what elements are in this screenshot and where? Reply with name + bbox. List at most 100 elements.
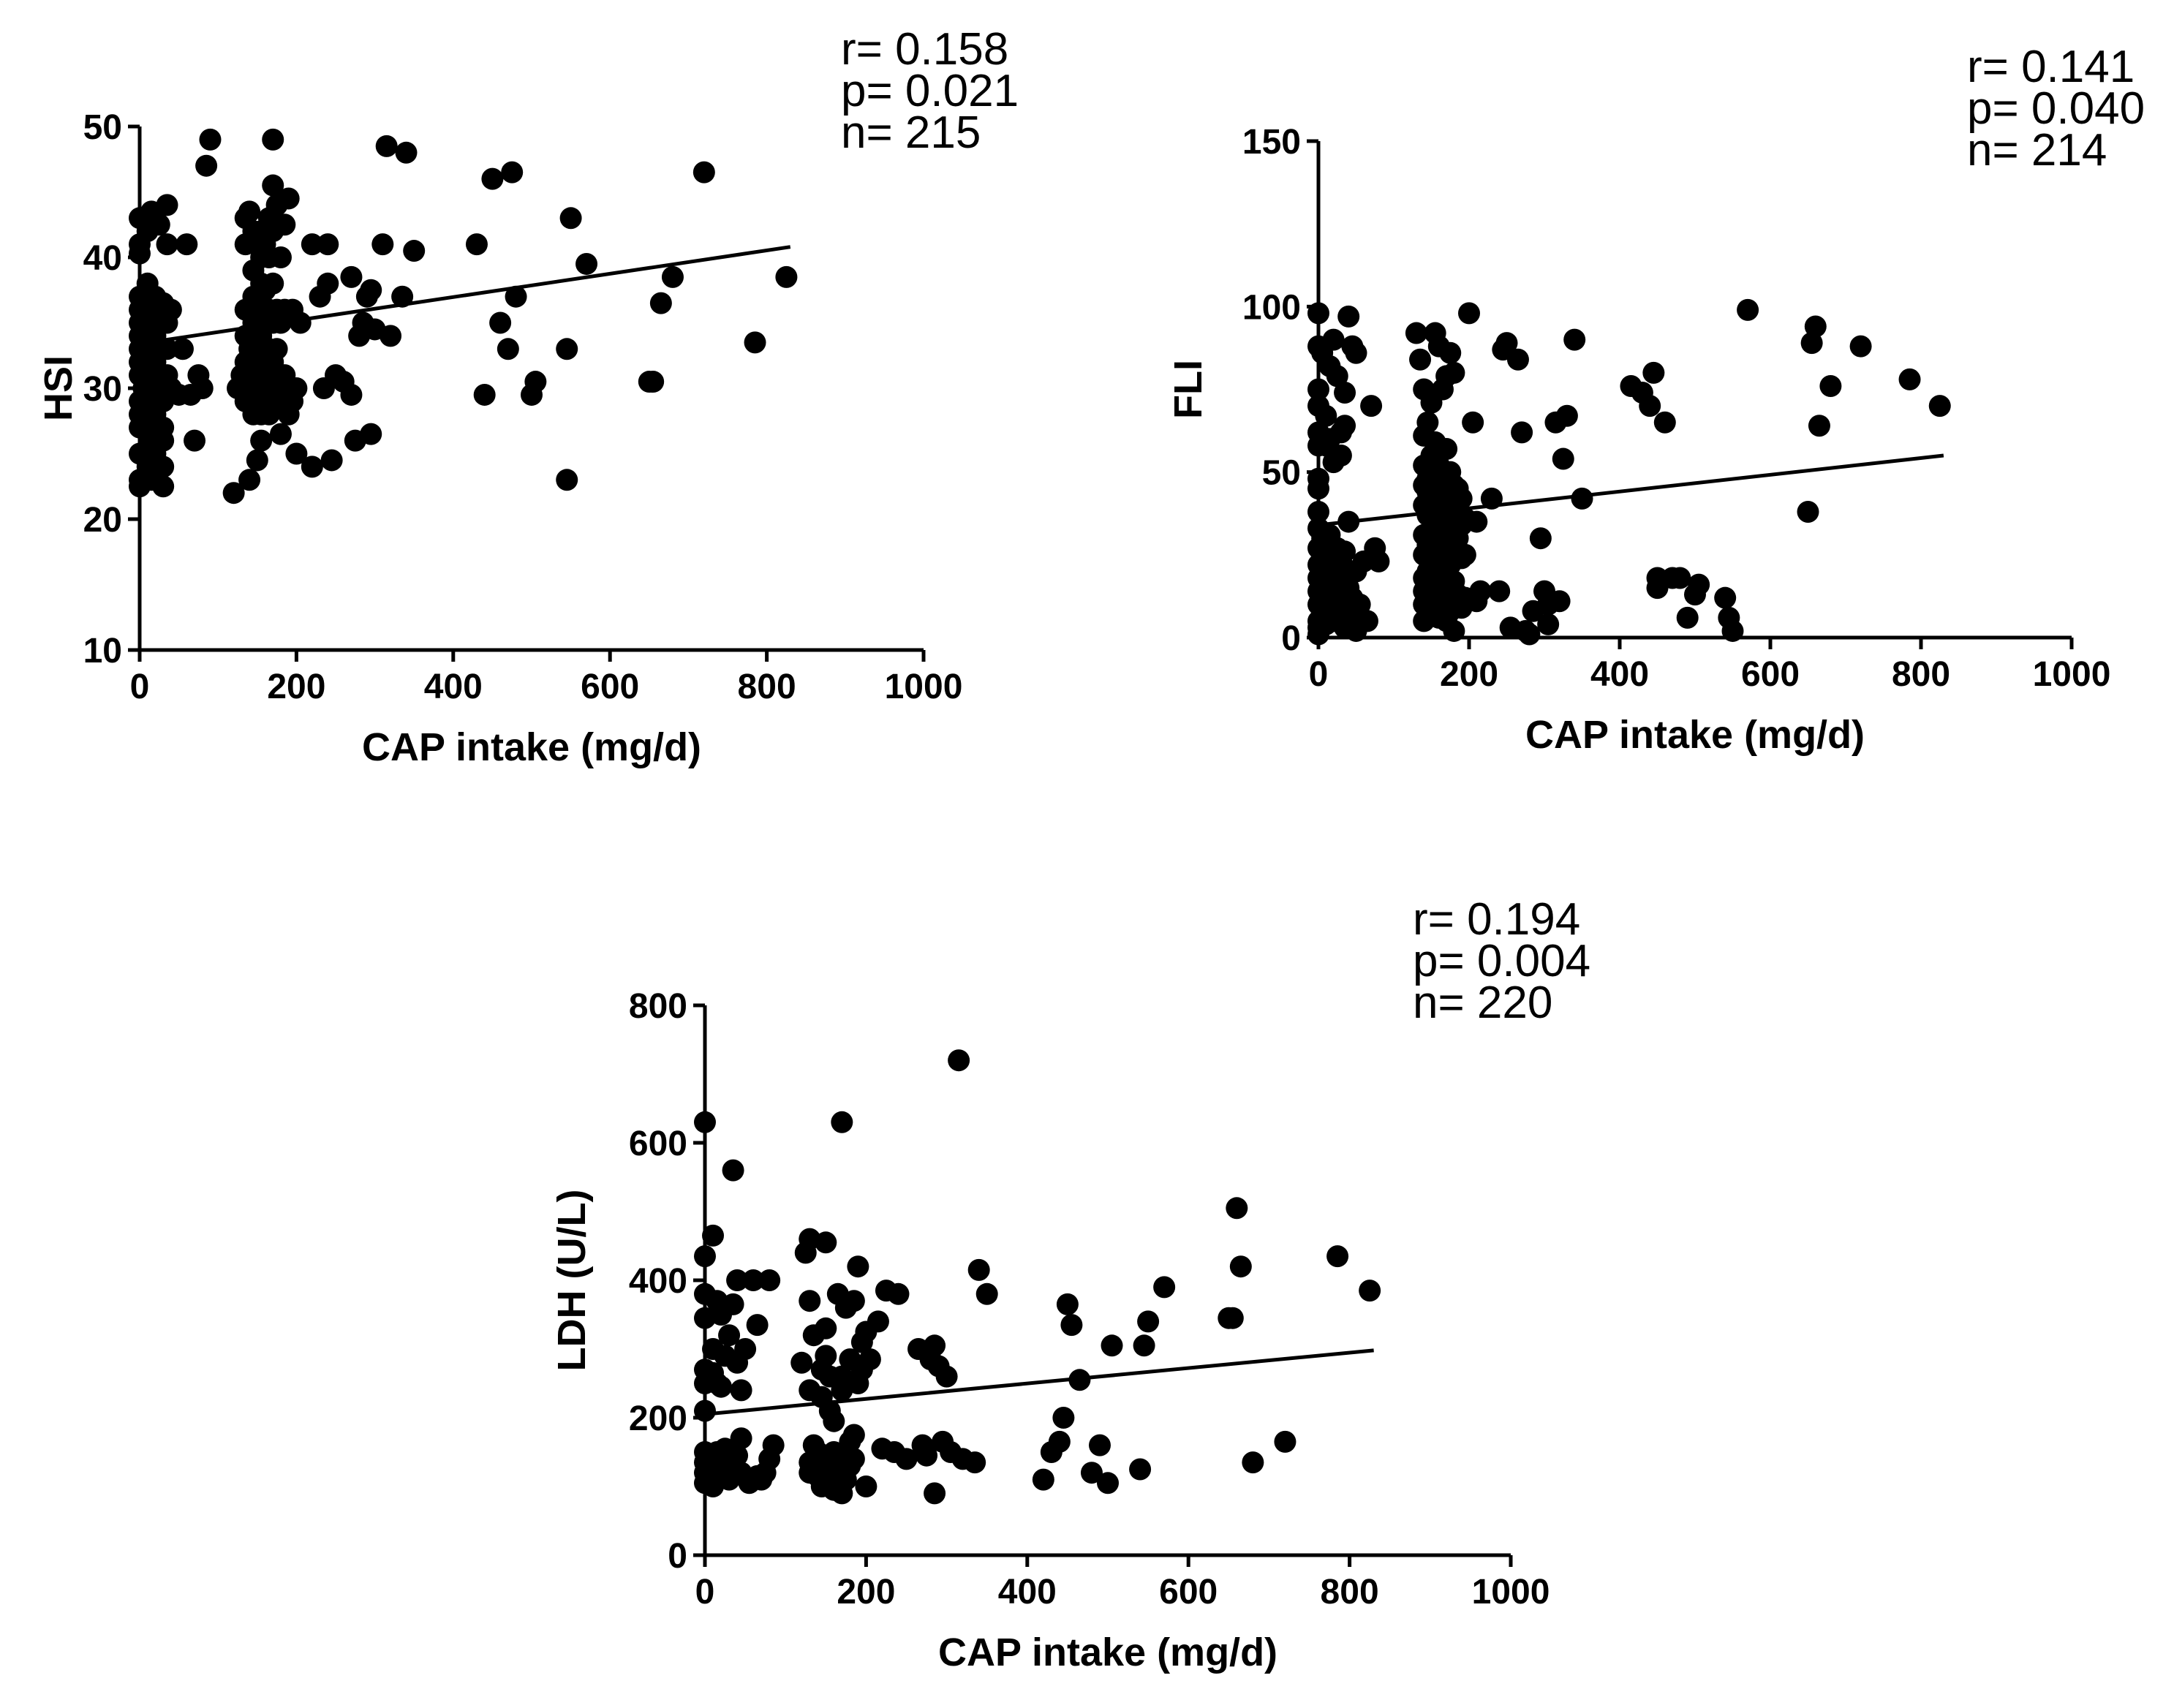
ldh-data-point [1229, 1255, 1252, 1278]
fli-data-point [1307, 477, 1329, 500]
hsi-data-point [269, 423, 292, 445]
hsi-data-point [301, 456, 323, 478]
ldh-data-point [1326, 1245, 1349, 1268]
fli-data-point [1307, 500, 1329, 523]
fli-data-point [1405, 322, 1427, 344]
ldh-stat-annotation: r= 0.194 [1413, 894, 1580, 945]
hsi-data-point [340, 265, 363, 288]
ldh-data-point [855, 1475, 877, 1497]
fli-data-point [1337, 305, 1360, 328]
hsi-x-tick-label: 1000 [885, 668, 963, 706]
hsi-y-tick-label: 50 [83, 108, 122, 147]
fli-data-point [1360, 395, 1383, 417]
hsi-data-point [375, 135, 398, 157]
ldh-x-axis-title: CAP intake (mg/d) [938, 1630, 1277, 1674]
fli-data-point [1307, 378, 1329, 401]
ldh-data-point [842, 1424, 865, 1446]
fli-data-point [1443, 361, 1465, 384]
fli-data-point [1348, 593, 1371, 616]
ldh-data-point [722, 1159, 744, 1182]
fli-data-point [1737, 298, 1759, 321]
hsi-x-tick-label: 600 [581, 668, 639, 706]
fli-data-point [1435, 437, 1458, 460]
ldh-data-point [1242, 1451, 1264, 1474]
fli-data-point [1334, 415, 1356, 437]
fli-data-point [1443, 619, 1465, 642]
hsi-y-axis-title: HSI [37, 355, 80, 421]
hsi-x-tick-label: 0 [130, 668, 150, 706]
ldh-data-point [1088, 1434, 1111, 1456]
hsi-data-point [262, 272, 284, 295]
hsi-data-point [775, 265, 798, 288]
hsi-x-axis-title: CAP intake (mg/d) [362, 725, 701, 769]
hsi-data-point [360, 423, 382, 445]
fli-data-point [1469, 580, 1492, 602]
fli-data-point [1552, 447, 1574, 470]
fli-data-point [1329, 445, 1352, 467]
hsi-data-point [152, 456, 175, 478]
fli-data-point [1548, 590, 1571, 613]
fli-data-point [1676, 606, 1699, 629]
hsi-stat-annotation: r= 0.158 [841, 24, 1008, 75]
fli-y-tick-label: 150 [1242, 123, 1301, 162]
ldh-data-point [758, 1269, 781, 1291]
hsi-data-point [403, 240, 426, 262]
fli-x-tick-label: 600 [1741, 655, 1800, 694]
fli-data-point [1345, 341, 1367, 364]
ldh-x-tick-label: 800 [1321, 1573, 1379, 1611]
fli-stat-annotation: p= 0.040 [1967, 83, 2145, 134]
ldh-y-tick-label: 0 [668, 1537, 687, 1576]
fli-data-point [1642, 361, 1665, 384]
hsi-data-point [497, 338, 519, 360]
ldh-data-point [1133, 1334, 1155, 1357]
hsi-x-tick-label: 400 [424, 668, 483, 706]
ldh-data-point [924, 1482, 946, 1505]
hsi-data-point [692, 161, 715, 184]
ldh-data-point [887, 1282, 910, 1305]
ldh-data-point [1226, 1197, 1248, 1220]
hsi-data-point [380, 325, 402, 347]
hsi-data-point [465, 233, 488, 256]
fli-data-point [1495, 332, 1518, 355]
ldh-data-point [1048, 1430, 1071, 1453]
hsi-data-point [129, 242, 151, 265]
ldh-stat-annotation: p= 0.004 [1413, 936, 1590, 986]
hsi-data-point [340, 383, 363, 406]
ldh-data-point [842, 1448, 865, 1470]
ldh-x-tick-label: 0 [695, 1573, 715, 1611]
fli-data-point [1849, 335, 1872, 358]
ldh-data-point [1032, 1468, 1054, 1491]
fli-data-point [1688, 573, 1710, 596]
fli-scatter-panel: 0 200 400 600 800 1000 0 50 100 150 CAP intake (mg… [1166, 42, 2145, 757]
fli-data-point [1506, 348, 1529, 371]
fli-y-tick-label: 50 [1262, 454, 1301, 493]
ldh-data-point [718, 1324, 741, 1347]
hsi-data-point [195, 154, 218, 177]
fli-data-point [1639, 395, 1661, 417]
hsi-data-point [642, 371, 665, 393]
hsi-data-point [481, 167, 504, 190]
hsi-y-tick-label: 40 [83, 239, 122, 278]
hsi-data-point [148, 214, 170, 236]
hsi-data-point [199, 128, 222, 151]
hsi-data-point [265, 338, 288, 360]
fli-data-point [1928, 395, 1951, 417]
ldh-data-point [726, 1269, 749, 1291]
hsi-regression-line [139, 245, 791, 346]
fli-regression-line [1318, 453, 1944, 527]
fli-data-point [1714, 586, 1737, 609]
ldh-data-point [815, 1317, 837, 1339]
ldh-data-point [762, 1434, 785, 1456]
ldh-data-point [847, 1255, 869, 1278]
hsi-data-point [250, 429, 273, 452]
hsi-scatter-panel: 0 200 400 600 800 1000 10 20 30 40 50 CAP intake (m… [37, 24, 1019, 769]
ldh-data-point [1101, 1334, 1123, 1357]
fli-x-axis-title: CAP intake (mg/d) [1525, 713, 1865, 757]
hsi-data-point [285, 377, 308, 399]
fli-x-tick-label: 1000 [2033, 655, 2111, 694]
ldh-data-point [742, 1269, 765, 1291]
fli-data-point [1326, 365, 1348, 388]
ldh-data-point [924, 1334, 946, 1357]
ldh-data-point [694, 1111, 716, 1133]
